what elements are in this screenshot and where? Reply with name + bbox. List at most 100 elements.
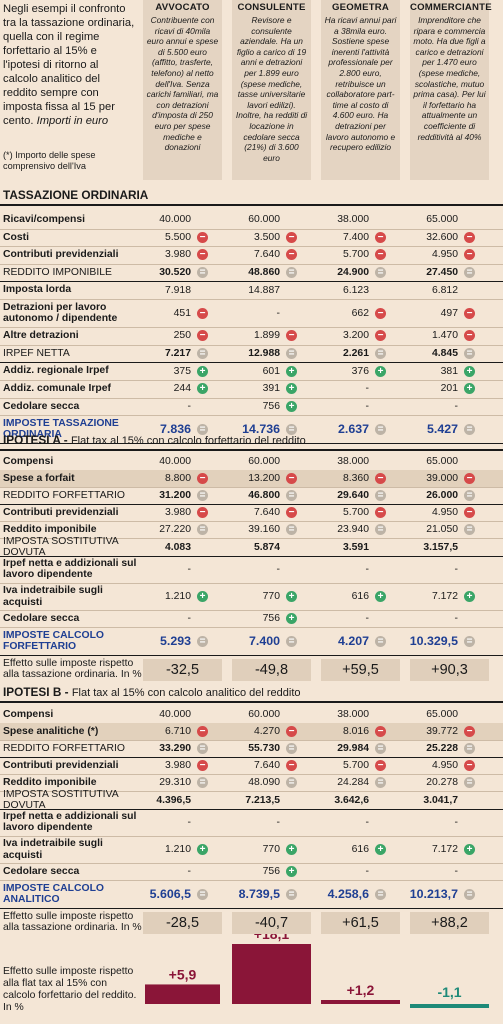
row-label: Addiz. regionale Irpef [3, 365, 109, 377]
table-row: Irpef netta e addizionali sul lavoro dip… [0, 556, 503, 584]
minus-icon: − [375, 330, 386, 342]
value: - [187, 613, 191, 625]
value: 33.290 [159, 743, 191, 755]
plus-icon: + [464, 591, 475, 603]
value: 60.000 [248, 456, 280, 468]
effect-value-a: -32,5 [143, 658, 222, 681]
value: 31.200 [159, 490, 191, 502]
column-name: COMMERCIANTE [410, 2, 492, 13]
table-row: Compensi 40.000 60.000 38.000 65.000 [0, 453, 503, 472]
value: 7.836 [159, 422, 191, 437]
value-cell: 12.988 [220, 345, 280, 363]
value-cell: 24.900 [309, 264, 369, 282]
value-cell: 60.000 [220, 706, 280, 723]
value-cell: 6.710 [131, 723, 191, 740]
effect-value-a: +90,3 [410, 658, 489, 681]
value: 7.172 [431, 844, 458, 856]
plus-icon: + [375, 365, 386, 377]
row-label: Compensi [3, 708, 54, 720]
value: 1.210 [164, 844, 191, 856]
equals-icon: = [286, 423, 297, 435]
value: - [365, 613, 369, 625]
row-label: Costi [3, 231, 29, 243]
bar-label-commerciante: -1,1 [437, 984, 461, 1000]
value-cell: 2.637 [309, 415, 369, 443]
value-cell: 4.270 [220, 723, 280, 740]
table-row: REDDITO FORFETTARIO 33.290 = 55.730 = 29.984 =… [0, 740, 503, 759]
plus-icon: + [375, 844, 386, 856]
minus-icon: − [197, 330, 208, 342]
equals-icon: = [464, 348, 475, 360]
value: 12.988 [248, 348, 280, 360]
value: 29.640 [337, 490, 369, 502]
value-cell: 376 [309, 362, 369, 380]
value-cell: - [309, 863, 369, 880]
value-cell: 8.360 [309, 470, 369, 487]
value: 770 [262, 591, 280, 603]
value: 5.700 [342, 249, 369, 261]
value-cell: 391 [220, 380, 280, 398]
value: 616 [351, 844, 369, 856]
table-row: Reddito imponibile 29.310 = 48.090 = 24.284 = 2… [0, 774, 503, 793]
value: - [454, 563, 458, 575]
plus-icon: + [286, 365, 297, 377]
value: 39.160 [248, 524, 280, 536]
value: 4.258,6 [327, 887, 369, 902]
chart-title: Effetto sulle imposte rispetto alla flat… [3, 966, 137, 1013]
plus-icon: + [197, 383, 208, 395]
value-cell: 65.000 [398, 453, 458, 470]
value: - [365, 383, 369, 395]
value-cell: 381 [398, 362, 458, 380]
value-cell: 756 [220, 610, 280, 627]
equals-icon: = [197, 524, 208, 536]
value: - [187, 563, 191, 575]
value-cell: 451 [131, 299, 191, 327]
minus-icon: − [197, 760, 208, 772]
row-label: Irpef netta e addizionali sul lavoro dip… [3, 810, 137, 834]
value: 25.228 [426, 743, 458, 755]
value: 391 [262, 383, 280, 395]
value-cell: 14.887 [220, 281, 280, 299]
value: 3.591 [342, 541, 369, 553]
value-cell: 5.700 [309, 504, 369, 521]
value: 3.980 [164, 249, 191, 261]
value: 4.207 [337, 634, 369, 649]
value: 26.000 [426, 490, 458, 502]
value-cell: 244 [131, 380, 191, 398]
value-cell: 29.310 [131, 774, 191, 791]
value-cell: 3.041,7 [398, 792, 458, 809]
value: 39.772 [426, 726, 458, 738]
value: 5.293 [159, 634, 191, 649]
equals-icon: = [375, 490, 386, 502]
plus-icon: + [375, 591, 386, 603]
value: 662 [351, 307, 369, 319]
equals-icon: = [286, 743, 297, 755]
value-cell: 55.730 [220, 740, 280, 757]
value-cell: 3.591 [309, 539, 369, 556]
value-cell: 756 [220, 398, 280, 416]
value: 4.950 [431, 507, 458, 519]
row-label: Cedolare secca [3, 400, 80, 412]
value-cell: 38.000 [309, 453, 369, 470]
value-cell: 5.700 [309, 757, 369, 774]
value-cell: 29.640 [309, 487, 369, 504]
value: 10.329,5 [409, 634, 458, 649]
value: 40.000 [159, 456, 191, 468]
value-cell: 60.000 [220, 211, 280, 229]
value-cell: - [398, 398, 458, 416]
value: 14.887 [248, 284, 280, 296]
value-cell: 3.200 [309, 327, 369, 345]
value: 6.710 [164, 726, 191, 738]
value: 2.261 [342, 348, 369, 360]
value-cell: 4.207 [309, 627, 369, 654]
value: 7.217 [164, 348, 191, 360]
value-cell: 375 [131, 362, 191, 380]
value-cell: - [220, 299, 280, 327]
value: 65.000 [426, 709, 458, 721]
row-label: REDDITO IMPONIBILE [3, 266, 112, 278]
row-label: Iva indetraibile sugli acquisti [3, 585, 103, 608]
value-cell: 4.396,5 [131, 792, 191, 809]
section-title-text: TASSAZIONE ORDINARIA [3, 188, 149, 202]
row-label: Addiz. comunale Irpef [3, 383, 111, 394]
value: 40.000 [159, 214, 191, 226]
